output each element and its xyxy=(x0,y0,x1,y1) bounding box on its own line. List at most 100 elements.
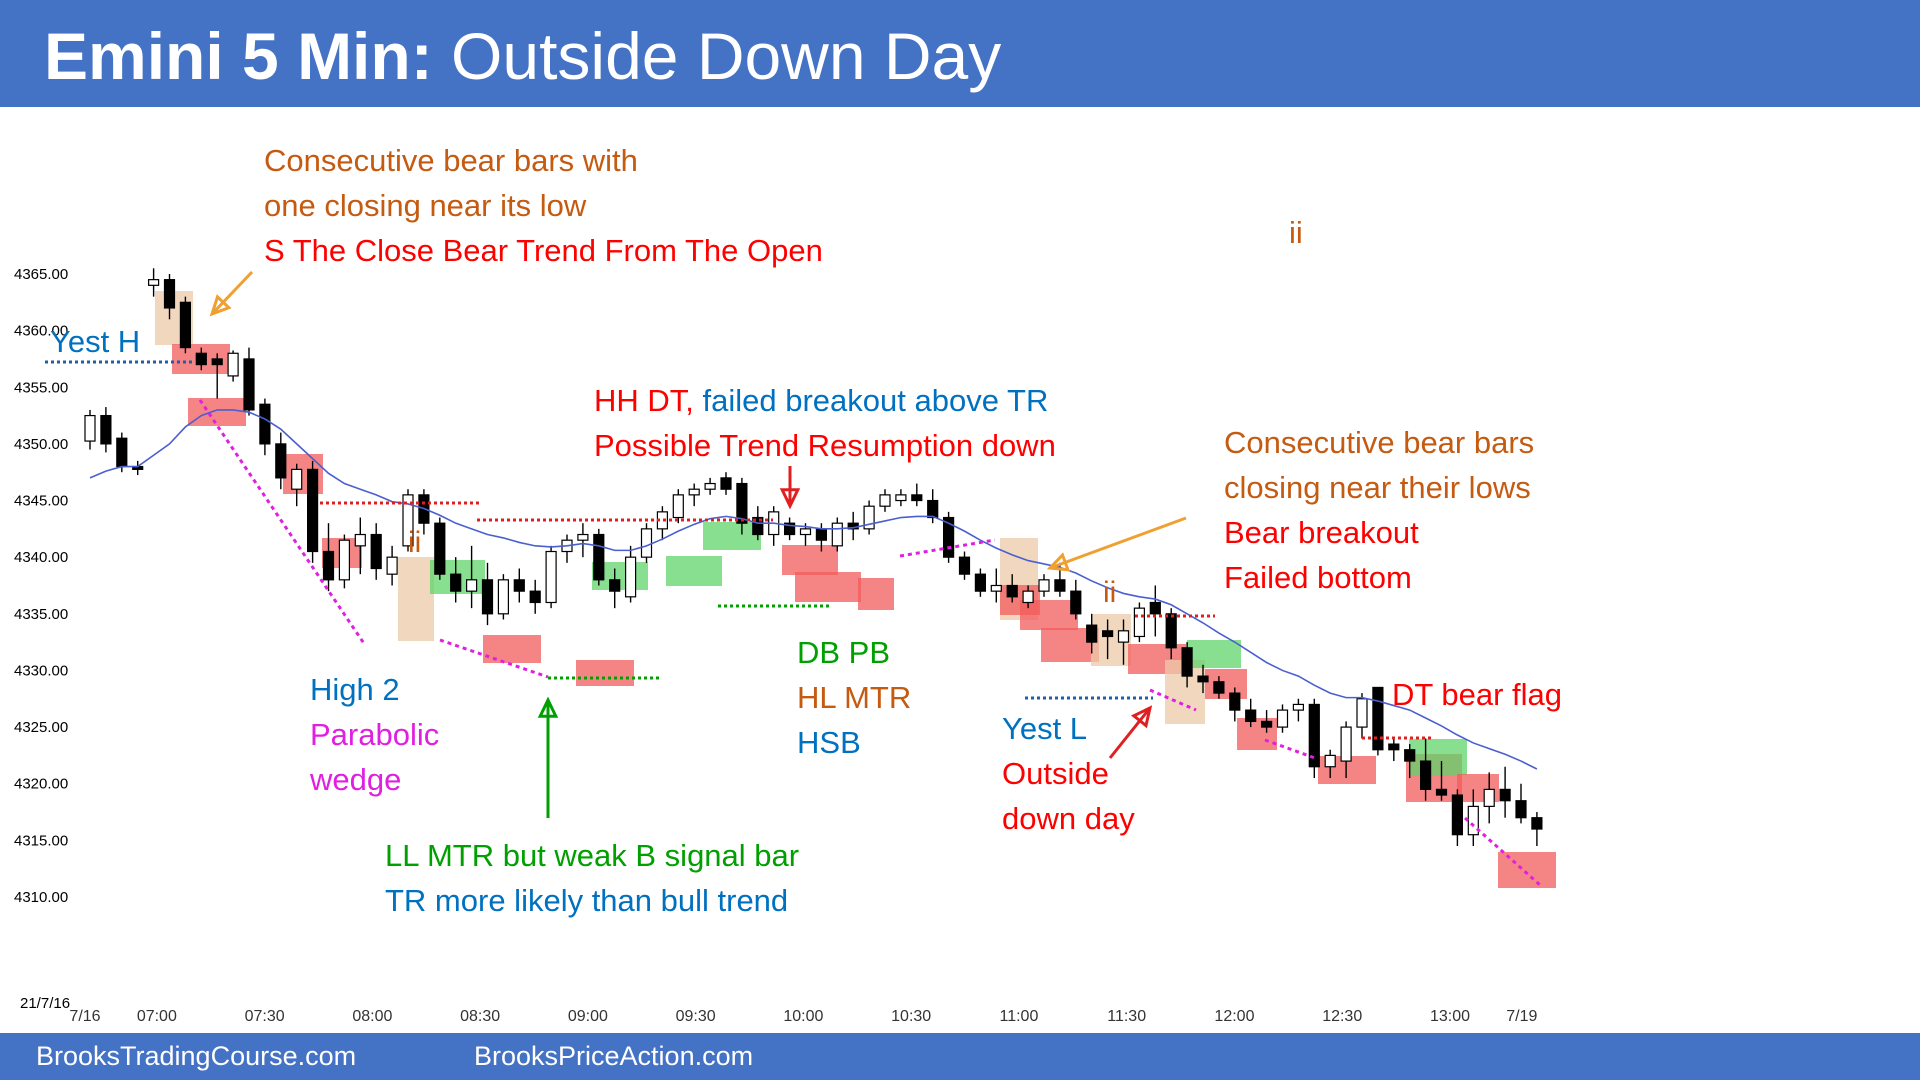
candle-body xyxy=(259,403,271,445)
ann-line: Possible Trend Resumption down xyxy=(594,428,1056,463)
candle-body xyxy=(974,573,987,592)
candle-body xyxy=(370,533,382,570)
ann-line: TR more likely than bull trend xyxy=(385,883,789,918)
wedge-line xyxy=(899,538,996,558)
candle-body xyxy=(895,494,907,502)
footer-left-link[interactable]: BrooksTradingCourse.com xyxy=(36,1041,357,1071)
date-label: 21/7/16 xyxy=(20,995,70,1012)
candle-body xyxy=(1308,703,1320,768)
candle-body xyxy=(1165,613,1177,649)
highlight-box xyxy=(188,398,246,426)
x-tick-label: 08:00 xyxy=(352,1008,392,1025)
ann-text: ii xyxy=(408,526,422,559)
page-title: Emini 5 Min: Outside Down Day xyxy=(44,18,1001,94)
candle-body xyxy=(434,522,446,575)
candle-body xyxy=(688,488,700,496)
candle-body xyxy=(1388,743,1400,751)
candle-body xyxy=(1022,590,1034,604)
x-tick-label: 7/19 xyxy=(1506,1008,1537,1025)
candle-body xyxy=(545,550,557,604)
candle-body xyxy=(1467,805,1479,836)
candle-body xyxy=(211,358,223,366)
y-tick-label: 4335.00 xyxy=(14,606,68,623)
title-rest: Outside Down Day xyxy=(432,19,1002,93)
annotation-ii-top: ii xyxy=(1289,210,1303,255)
arrow-head xyxy=(209,294,232,317)
candle-body xyxy=(1515,800,1527,819)
candle-body xyxy=(879,494,891,507)
candle-body xyxy=(958,556,971,575)
ann-line: HL MTR xyxy=(797,680,912,715)
candle-body xyxy=(1276,709,1289,728)
ann-line: DB PB xyxy=(797,635,891,670)
annotation-dt-bear-flag: DT bear flag xyxy=(1392,672,1562,717)
candle-body xyxy=(1038,579,1050,592)
ann-line: Yest L xyxy=(1002,711,1088,746)
x-tick-label: 10:30 xyxy=(891,1008,931,1025)
highlight-box xyxy=(398,557,434,641)
x-tick-label: 07:30 xyxy=(245,1008,285,1025)
wedge-line xyxy=(1264,738,1316,760)
x-tick-label: 12:30 xyxy=(1322,1008,1362,1025)
y-tick-label: 4345.00 xyxy=(14,493,68,510)
highlight-box xyxy=(703,522,761,550)
ann-line: LL MTR but weak B signal bar xyxy=(385,838,800,873)
y-tick-label: 4340.00 xyxy=(14,549,68,566)
annotation-consecutive-bear-top: Consecutive bear bars with one closing n… xyxy=(264,138,823,273)
candle-body xyxy=(100,414,112,445)
candle-body xyxy=(1419,760,1432,790)
candle-body xyxy=(1229,692,1241,711)
footer-bar: BrooksTradingCourse.com BrooksPriceActio… xyxy=(0,1033,1920,1080)
y-tick-label: 4355.00 xyxy=(14,379,68,396)
candle-body xyxy=(1054,579,1066,592)
y-tick-label: 4365.00 xyxy=(14,266,68,283)
x-tick-label: 10:00 xyxy=(783,1008,823,1025)
ann-line: Failed bottom xyxy=(1224,560,1412,595)
footer-right-link[interactable]: BrooksPriceAction.com xyxy=(474,1041,754,1071)
candle-body xyxy=(275,443,287,479)
arrow-head xyxy=(1130,705,1153,729)
candle-body xyxy=(577,533,589,541)
candle-body xyxy=(497,579,509,615)
candle-body xyxy=(1149,601,1161,615)
candle-body xyxy=(402,494,414,547)
candle-body xyxy=(338,539,350,581)
ema-line xyxy=(89,409,1538,770)
ann-line: Bear breakout xyxy=(1224,515,1419,550)
x-tick-label: 08:30 xyxy=(460,1008,500,1025)
highlight-box xyxy=(1498,852,1556,888)
y-tick-label: 4310.00 xyxy=(14,889,68,906)
candle-body xyxy=(990,584,1002,592)
candle-body xyxy=(84,414,96,442)
candle-body xyxy=(1101,630,1114,638)
candle-body xyxy=(227,352,239,377)
candle-body xyxy=(911,494,923,502)
annotation-ll-mtr: LL MTR but weak B signal bar TR more lik… xyxy=(385,833,799,923)
candle-body xyxy=(672,494,684,519)
ann-text: DT bear flag xyxy=(1392,677,1563,712)
candle-body xyxy=(179,301,191,349)
candle-body xyxy=(1213,681,1225,694)
highlight-box xyxy=(1187,640,1241,668)
arrow-head xyxy=(779,488,801,510)
axis-ticks: 4310.00 4315.00 4320.00 4325.00 4330.00 4335.… xyxy=(14,266,1537,1025)
candle-body xyxy=(1435,788,1448,796)
candle-body xyxy=(927,499,939,519)
candle-body xyxy=(322,550,335,581)
highlight-box xyxy=(782,545,838,575)
candle-body xyxy=(1117,630,1130,643)
annotation-ii-left: ii xyxy=(408,520,421,565)
candle-body xyxy=(1324,754,1336,768)
candle-body xyxy=(386,556,398,575)
candle-body xyxy=(1451,794,1464,836)
candle-body xyxy=(1181,647,1193,677)
candle-body xyxy=(593,533,605,581)
y-tick-label: 4330.00 xyxy=(14,662,68,679)
ann-line: closing near their lows xyxy=(1224,470,1531,505)
candle-body xyxy=(831,522,843,547)
ann-text: ii xyxy=(1289,215,1303,250)
y-tick-label: 4315.00 xyxy=(14,832,68,849)
annotation-yest-h: Yest H xyxy=(50,319,140,364)
candle-body xyxy=(704,482,716,490)
candle-body xyxy=(752,516,764,536)
